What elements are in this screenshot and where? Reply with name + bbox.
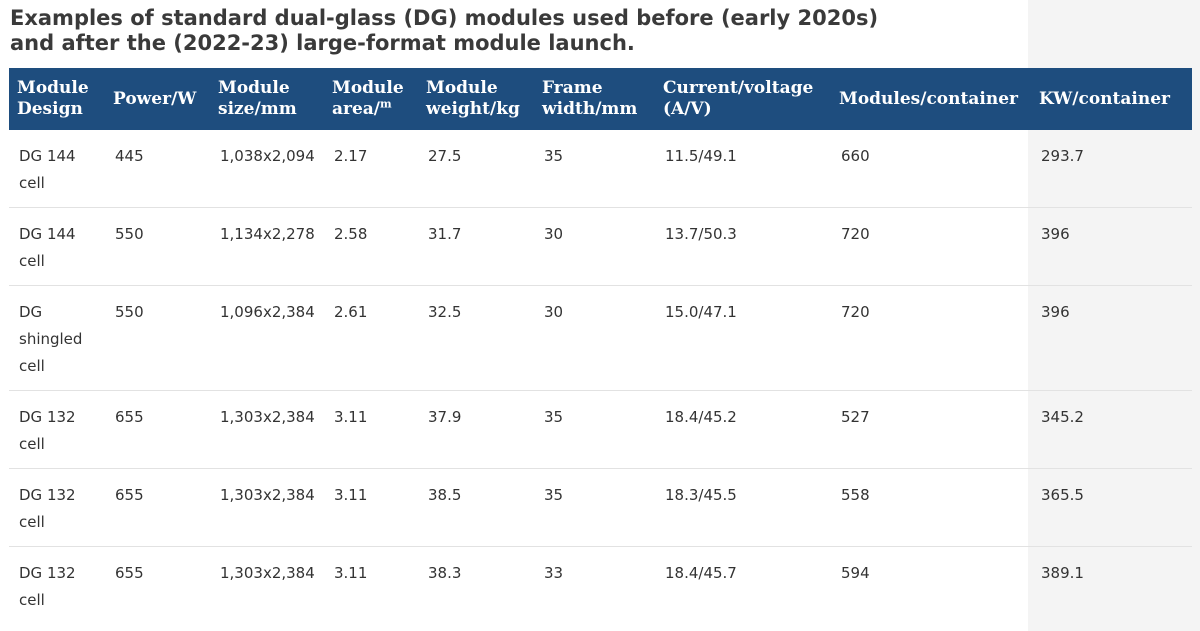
cell-weight: 37.9 — [418, 390, 534, 469]
cell-current-voltage: 18.4/45.7 — [665, 564, 737, 582]
table-header-row: Module Design Power/W Module size/mm Mod… — [9, 68, 1192, 130]
cell-area: 2.58 — [324, 207, 418, 286]
table-row: DG shingled cell 550 1,096x2,384 2.61 32… — [9, 285, 1192, 391]
cell-kw: 365.5 — [1031, 468, 1192, 547]
cell-frame: 35 — [534, 390, 655, 469]
cell-design: DG 132 cell — [19, 564, 76, 609]
cell-design: DG shingled cell — [9, 285, 105, 391]
cell-current-voltage: 15.0/47.1 — [655, 285, 831, 391]
cell-modules: 720 — [831, 285, 1031, 391]
cell-current-voltage: 18.4/45.2 — [655, 390, 831, 469]
table-row: DG 144 cell 445 1,038x2,094 2.17 27.5 35… — [9, 130, 1192, 208]
cell-current-voltage: 13.7/50.3 — [655, 207, 831, 286]
cell-kw: 396 — [1031, 285, 1192, 391]
cell-kw: 293.7 — [1031, 130, 1192, 208]
cell-power: 550 — [105, 285, 210, 391]
header-module-area-label: Module area/ — [332, 78, 404, 119]
cell-modules: 594 — [841, 564, 870, 582]
cell-design: DG 132 cell — [9, 390, 105, 469]
cell-power: 550 — [105, 207, 210, 286]
cell-size: 1,303x2,384 — [220, 564, 315, 582]
cell-modules: 720 — [831, 207, 1031, 286]
cell-weight: 27.5 — [418, 130, 534, 208]
cell-modules: 558 — [831, 468, 1031, 547]
cell-current-voltage: 11.5/49.1 — [655, 130, 831, 208]
cell-weight: 38.3 — [428, 564, 462, 582]
header-module-area: Module area/m — [324, 68, 418, 130]
header-frame-width: Frame width/mm — [534, 68, 655, 130]
cell-design: DG 144 cell — [9, 130, 105, 208]
cell-frame: 35 — [534, 130, 655, 208]
cell-frame: 35 — [534, 468, 655, 547]
cell-current-voltage: 18.3/45.5 — [655, 468, 831, 547]
table-row: DG 132 cell 655 1,303x2,384 3.11 37.9 35… — [9, 390, 1192, 469]
header-module-weight: Module weight/kg — [418, 68, 534, 130]
cell-power: 655 — [115, 564, 144, 582]
cell-size: 1,038x2,094 — [210, 130, 324, 208]
header-power: Power/W — [105, 68, 210, 130]
header-kw-container: KW/container — [1031, 68, 1192, 130]
cell-size: 1,303x2,384 — [210, 468, 324, 547]
cell-frame: 33 — [544, 564, 564, 582]
cell-size: 1,096x2,384 — [210, 285, 324, 391]
cell-design: DG 144 cell — [9, 207, 105, 286]
cell-weight: 31.7 — [418, 207, 534, 286]
cell-power: 655 — [105, 390, 210, 469]
header-current-voltage: Current/voltage (A/V) — [655, 68, 831, 130]
table-row: DG 132 cell 655 1,303x2,384 3.11 38.5 35… — [9, 468, 1192, 547]
cell-size: 1,134x2,278 — [210, 207, 324, 286]
cell-kw: 389.1 — [1031, 546, 1192, 624]
header-module-size: Module size/mm — [210, 68, 324, 130]
cell-modules: 527 — [831, 390, 1031, 469]
cell-kw: 345.2 — [1031, 390, 1192, 469]
cell-power: 655 — [105, 468, 210, 547]
cell-design: DG 132 cell — [9, 468, 105, 547]
module-spec-table: Module Design Power/W Module size/mm Mod… — [9, 68, 1192, 624]
cell-frame: 30 — [534, 207, 655, 286]
header-modules-container: Modules/container — [831, 68, 1031, 130]
table-row: DG 132 cell 655 1,303x2,384 3.11 38.3 33… — [9, 546, 1192, 624]
cell-weight: 32.5 — [418, 285, 534, 391]
table-row: DG 144 cell 550 1,134x2,278 2.58 31.7 30… — [9, 207, 1192, 286]
header-module-area-sup: m — [380, 97, 392, 111]
cell-modules: 660 — [831, 130, 1031, 208]
cell-weight: 38.5 — [418, 468, 534, 547]
table-caption: Examples of standard dual-glass (DG) mod… — [10, 6, 879, 55]
cell-power: 445 — [105, 130, 210, 208]
cell-area: 3.11 — [334, 564, 368, 582]
cell-area: 2.17 — [324, 130, 418, 208]
cell-frame: 30 — [534, 285, 655, 391]
cell-area: 3.11 — [324, 390, 418, 469]
cell-size: 1,303x2,384 — [210, 390, 324, 469]
cell-area: 3.11 — [324, 468, 418, 547]
cell-area: 2.61 — [324, 285, 418, 391]
header-module-design: Module Design — [9, 68, 105, 130]
cell-kw: 396 — [1031, 207, 1192, 286]
